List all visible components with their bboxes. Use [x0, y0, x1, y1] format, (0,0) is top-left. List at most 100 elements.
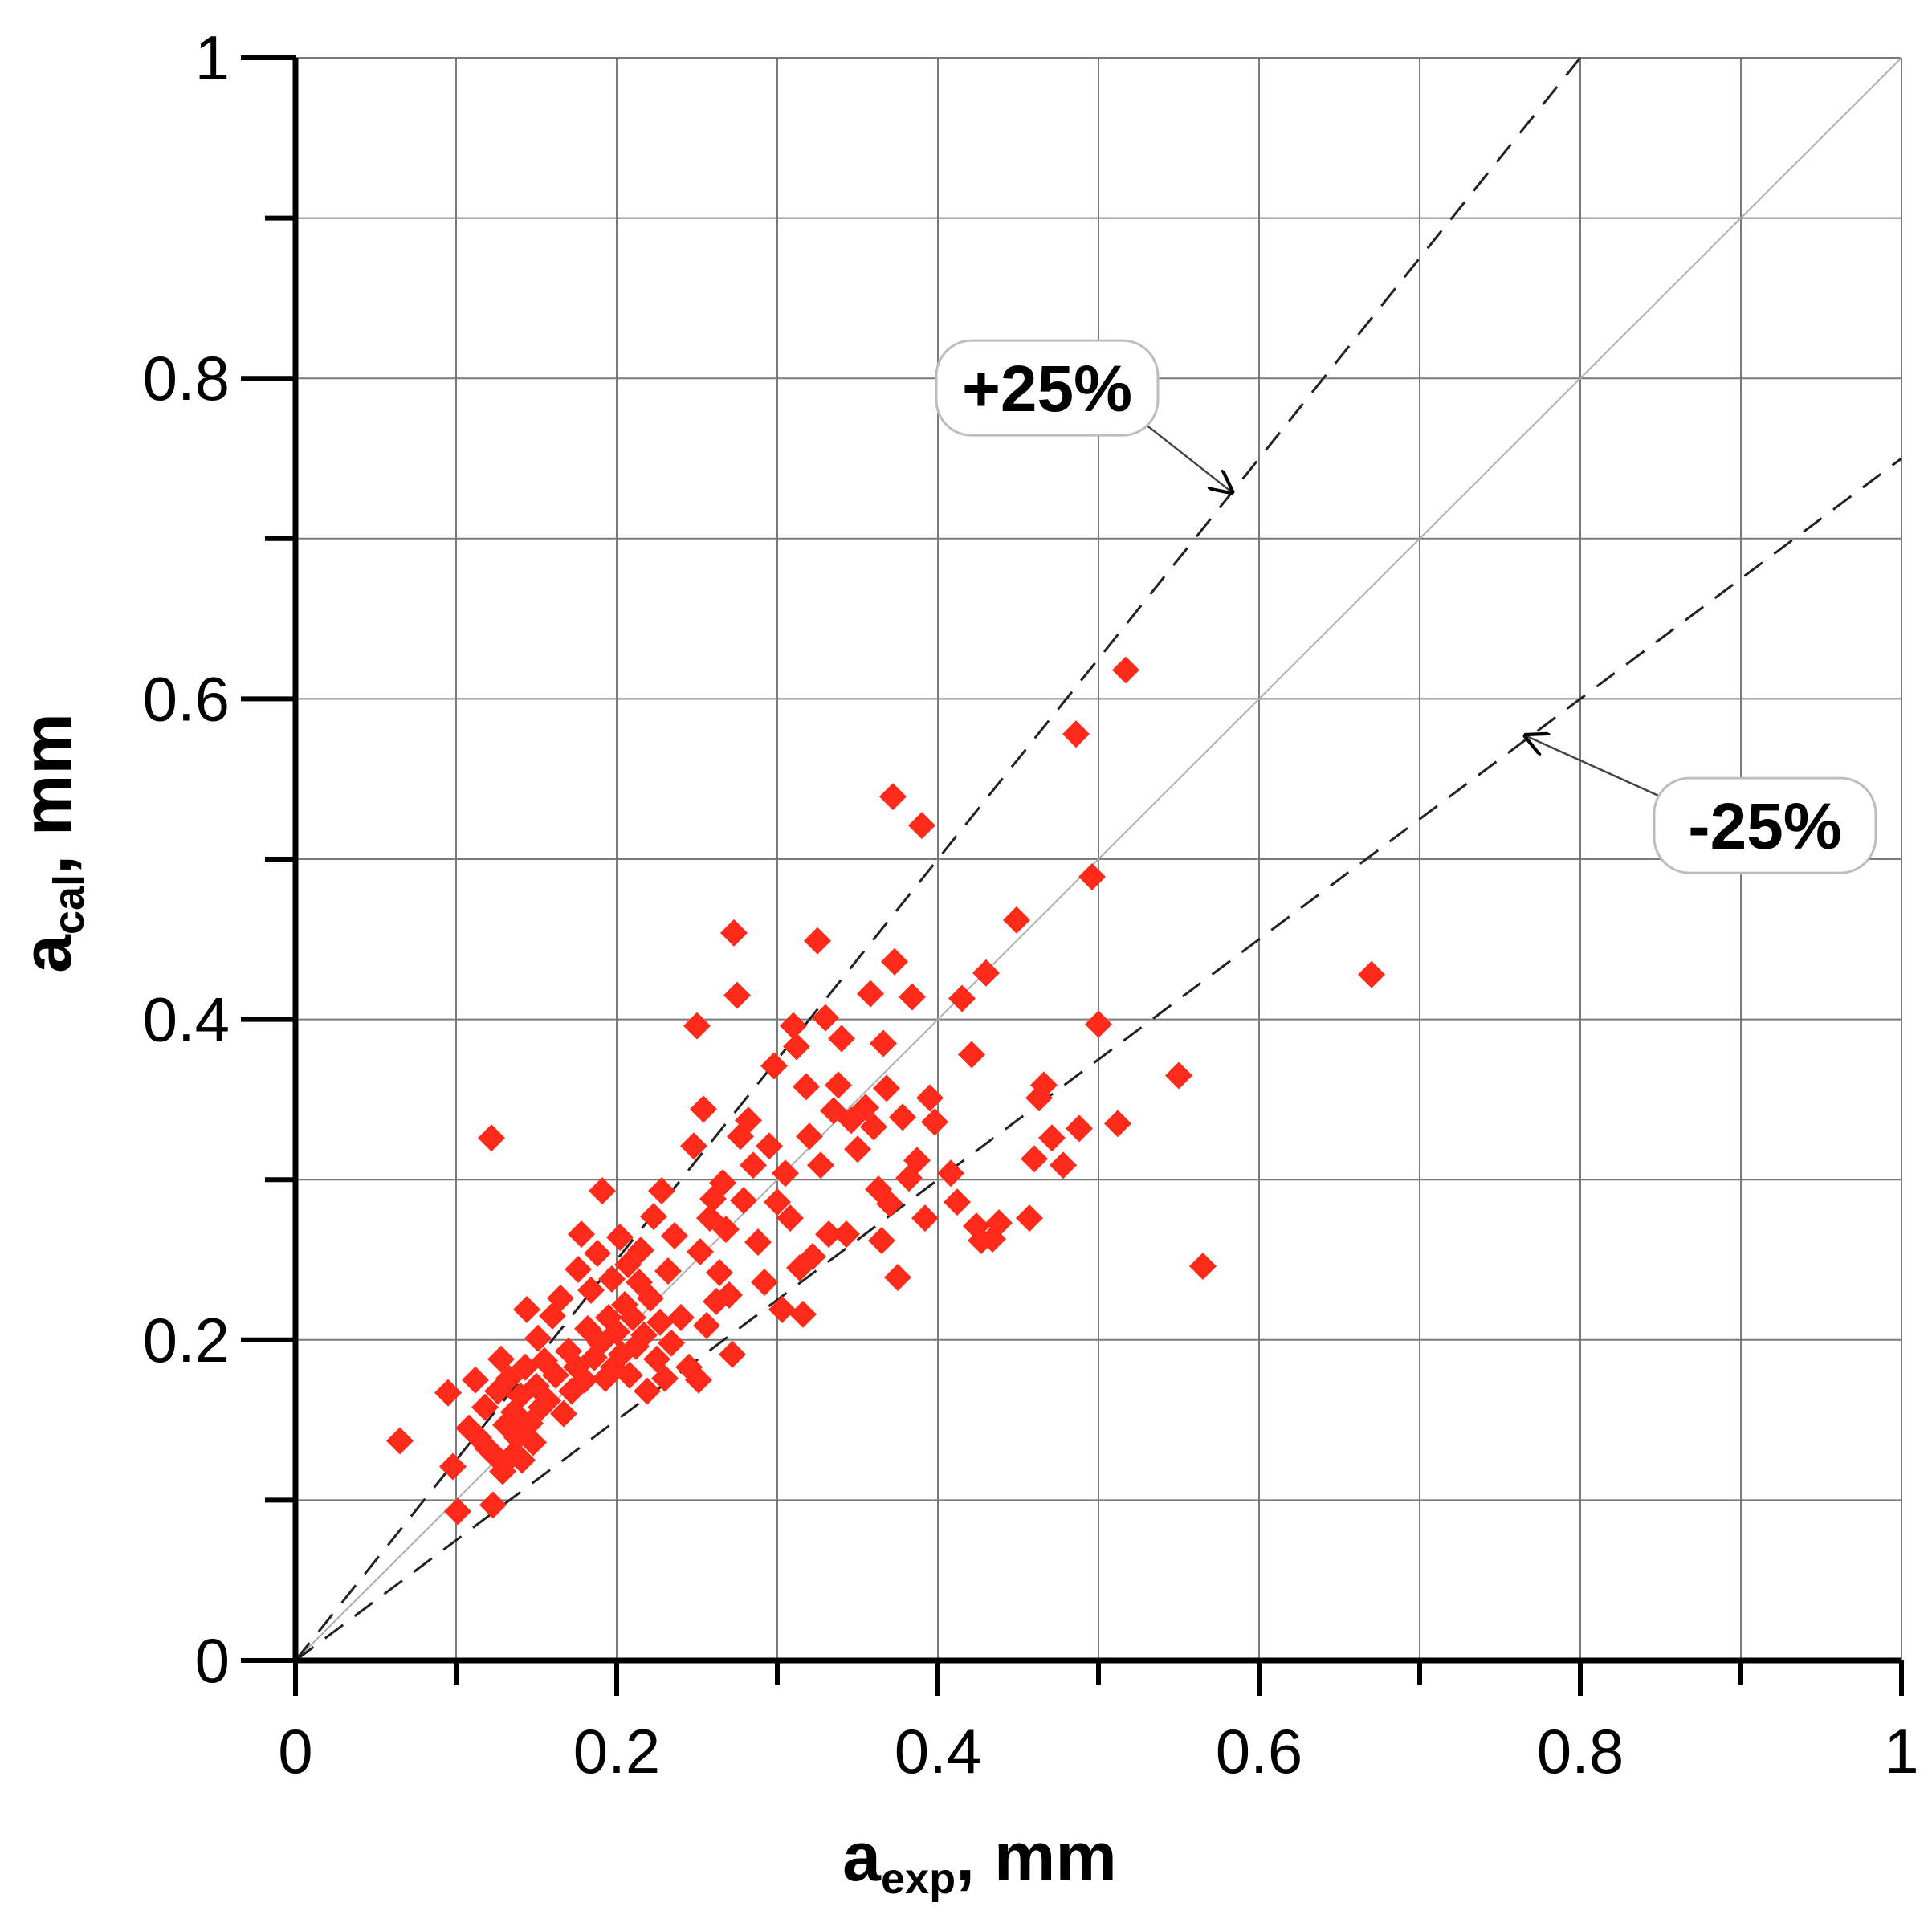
- annotation-arrow: [1526, 735, 1663, 799]
- data-point: [796, 1122, 823, 1151]
- annotation-plus-25: +25%: [935, 339, 1232, 492]
- data-point: [723, 981, 751, 1009]
- x-tick-label: 1: [1884, 1716, 1918, 1787]
- data-point: [667, 1303, 695, 1331]
- data-point: [685, 1366, 712, 1394]
- data-point: [680, 1132, 707, 1160]
- annotation-minus-25: -25%: [1526, 735, 1877, 874]
- annotation-box: [935, 339, 1160, 437]
- data-point: [908, 812, 935, 840]
- data-point: [720, 919, 748, 947]
- y-tick-label: 0.6: [143, 663, 230, 734]
- y-tick-label: 0.2: [143, 1305, 230, 1375]
- data-point: [462, 1366, 489, 1394]
- axis-ticks: [241, 55, 1904, 1696]
- data-point: [921, 1108, 948, 1136]
- annotations: +25% -25%: [935, 339, 1877, 874]
- data-point: [1165, 1061, 1192, 1090]
- data-point: [903, 1147, 931, 1175]
- data-point: [760, 1052, 788, 1080]
- data-point: [833, 1220, 860, 1249]
- data-point: [654, 1257, 682, 1285]
- data-point: [744, 1228, 772, 1257]
- data-point: [520, 1428, 547, 1457]
- data-point: [637, 1284, 664, 1312]
- data-point: [598, 1265, 626, 1293]
- data-point: [1078, 862, 1106, 890]
- annotation-arrow: [1136, 417, 1232, 492]
- data-point: [857, 980, 884, 1008]
- data-point: [508, 1446, 536, 1474]
- data-point: [899, 983, 926, 1011]
- data-point: [958, 1041, 985, 1069]
- data-point: [972, 959, 1000, 987]
- y-tick-label: 0: [195, 1625, 230, 1696]
- annotation-box: [1653, 776, 1877, 874]
- data-point: [687, 1238, 714, 1266]
- data-point: [772, 1159, 799, 1188]
- data-point: [565, 1255, 592, 1283]
- data-point: [1085, 1010, 1112, 1038]
- data-point: [873, 1074, 900, 1102]
- data-point: [1030, 1071, 1058, 1099]
- y-axis-title-rest: , mm: [9, 713, 86, 874]
- data-point: [690, 1095, 717, 1123]
- data-point: [1021, 1145, 1048, 1173]
- data-point: [1062, 720, 1090, 748]
- data-point: [799, 1243, 826, 1271]
- x-tick-label: 0.8: [1537, 1716, 1624, 1787]
- data-point: [783, 1033, 810, 1061]
- data-point: [534, 1387, 561, 1415]
- data-point: [916, 1084, 944, 1112]
- data-point: [793, 1073, 820, 1101]
- data-point: [804, 927, 831, 955]
- x-axis-title-main: a: [842, 1819, 882, 1896]
- data-point: [944, 1188, 971, 1216]
- data-point: [825, 1071, 852, 1099]
- data-point: [715, 1281, 743, 1309]
- data-point: [815, 1220, 842, 1249]
- data-point: [577, 1276, 605, 1304]
- data-point: [542, 1361, 569, 1389]
- data-point: [1003, 906, 1030, 934]
- data-point: [1066, 1114, 1093, 1143]
- x-tick-label: 0.2: [573, 1716, 660, 1787]
- x-tick-label: 0: [278, 1716, 312, 1787]
- data-point: [646, 1308, 674, 1336]
- y-axis-title-main: a: [9, 934, 86, 973]
- data-point: [844, 1135, 871, 1163]
- x-axis-title-rest: , mm: [956, 1819, 1117, 1896]
- data-point: [764, 1188, 791, 1216]
- data-point: [881, 947, 908, 976]
- data-point: [1038, 1124, 1066, 1152]
- data-point: [868, 1227, 895, 1255]
- data-point: [719, 1340, 746, 1368]
- data-point: [661, 1222, 688, 1250]
- data-point: [789, 1300, 817, 1328]
- data-point: [948, 984, 976, 1012]
- data-point: [735, 1106, 762, 1135]
- data-point: [584, 1240, 611, 1268]
- data-point: [683, 1012, 711, 1040]
- data-point: [985, 1209, 1013, 1237]
- data-point: [1104, 1110, 1131, 1138]
- data-point: [889, 1103, 916, 1131]
- data-point: [648, 1177, 675, 1205]
- x-tick-label: 0.4: [895, 1716, 981, 1787]
- data-point: [616, 1361, 643, 1389]
- x-tick-label: 0.6: [1216, 1716, 1302, 1787]
- data-point: [751, 1268, 778, 1296]
- data-point: [444, 1497, 471, 1526]
- data-point: [870, 1029, 897, 1057]
- data-point: [709, 1169, 736, 1197]
- y-axis-title-sub: cal: [45, 874, 93, 935]
- data-point: [706, 1258, 733, 1286]
- data-point: [550, 1399, 577, 1428]
- data-point: [524, 1324, 552, 1352]
- data-point: [589, 1177, 616, 1205]
- data-point: [513, 1295, 540, 1323]
- data-point: [780, 1012, 807, 1040]
- data-point: [1016, 1204, 1043, 1232]
